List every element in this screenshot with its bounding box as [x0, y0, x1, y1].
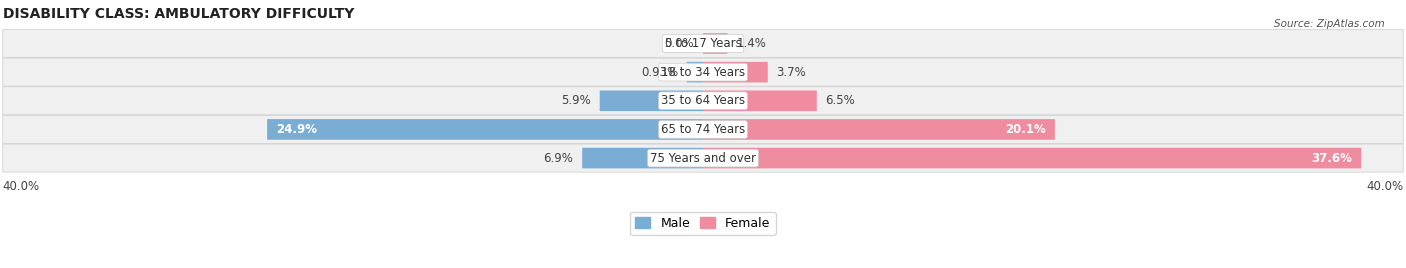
FancyBboxPatch shape	[3, 29, 1403, 58]
FancyBboxPatch shape	[703, 148, 1361, 168]
Text: 75 Years and over: 75 Years and over	[650, 152, 756, 165]
Legend: Male, Female: Male, Female	[630, 212, 776, 235]
Text: DISABILITY CLASS: AMBULATORY DIFFICULTY: DISABILITY CLASS: AMBULATORY DIFFICULTY	[3, 6, 354, 21]
FancyBboxPatch shape	[3, 87, 1403, 115]
Text: 1.4%: 1.4%	[737, 37, 766, 50]
Text: 0.93%: 0.93%	[641, 66, 678, 79]
FancyBboxPatch shape	[267, 119, 703, 140]
FancyBboxPatch shape	[3, 58, 1403, 86]
FancyBboxPatch shape	[703, 91, 817, 111]
Text: 65 to 74 Years: 65 to 74 Years	[661, 123, 745, 136]
Text: Source: ZipAtlas.com: Source: ZipAtlas.com	[1274, 19, 1385, 29]
FancyBboxPatch shape	[703, 62, 768, 83]
FancyBboxPatch shape	[686, 62, 703, 83]
Text: 24.9%: 24.9%	[276, 123, 316, 136]
FancyBboxPatch shape	[582, 148, 703, 168]
Text: 40.0%: 40.0%	[3, 180, 39, 193]
Text: 3.7%: 3.7%	[776, 66, 806, 79]
Text: 5.9%: 5.9%	[561, 94, 591, 107]
Text: 37.6%: 37.6%	[1312, 152, 1353, 165]
FancyBboxPatch shape	[600, 91, 703, 111]
FancyBboxPatch shape	[703, 33, 727, 54]
FancyBboxPatch shape	[3, 116, 1403, 143]
Text: 6.5%: 6.5%	[825, 94, 855, 107]
Text: 40.0%: 40.0%	[1367, 180, 1403, 193]
Text: 0.0%: 0.0%	[665, 37, 695, 50]
Text: 5 to 17 Years: 5 to 17 Years	[665, 37, 741, 50]
Text: 20.1%: 20.1%	[1005, 123, 1046, 136]
Text: 35 to 64 Years: 35 to 64 Years	[661, 94, 745, 107]
Text: 6.9%: 6.9%	[544, 152, 574, 165]
FancyBboxPatch shape	[703, 119, 1054, 140]
FancyBboxPatch shape	[3, 144, 1403, 172]
Text: 18 to 34 Years: 18 to 34 Years	[661, 66, 745, 79]
